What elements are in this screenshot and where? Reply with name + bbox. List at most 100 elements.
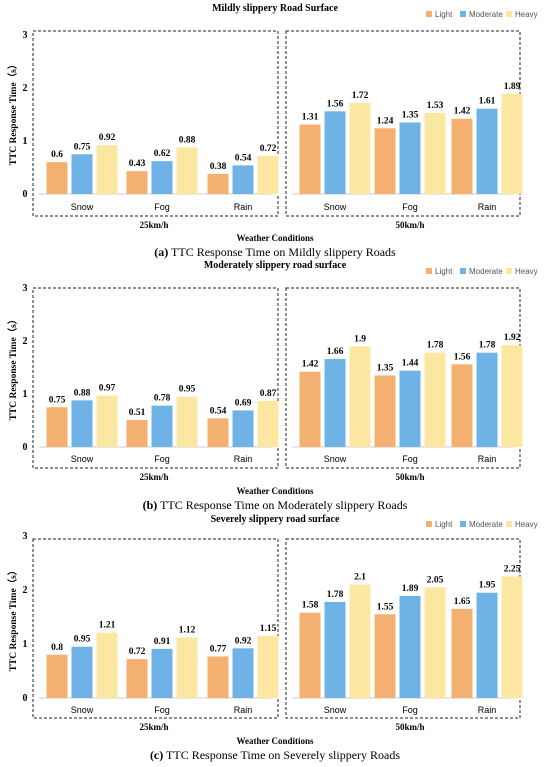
bar-light-rain-50kmh-a [451, 118, 473, 194]
y-tick-label-b: 3 [23, 283, 28, 294]
value-label-moderate-snow-c: 1.78 [327, 590, 344, 600]
legend-swatch-light-a [426, 11, 432, 17]
bar-heavy-rain-25kmh-c [257, 635, 279, 698]
category-label-snow-c: Snow [71, 705, 94, 715]
legend-swatch-light-c [426, 521, 432, 527]
bar-heavy-fog-50kmh-b [424, 352, 446, 447]
bar-moderate-snow-25kmh-a [71, 154, 93, 194]
category-label-rain-b: Rain [478, 454, 497, 464]
y-axis-label-a: TTC Response Time（s） [7, 60, 19, 166]
value-label-light-snow-b: 1.42 [302, 360, 319, 370]
bar-light-rain-25kmh-a [207, 173, 229, 194]
bar-moderate-fog-50kmh-b [399, 370, 421, 447]
bar-heavy-fog-25kmh-b [176, 396, 198, 447]
chart-title-b: Moderately slippery road surface [204, 260, 347, 271]
bar-moderate-fog-25kmh-b [151, 405, 173, 447]
chart-panel-c: Severely slippery road surface Light Moder… [0, 512, 550, 767]
value-label-heavy-snow-b: 1.9 [354, 334, 366, 344]
value-label-moderate-snow-b: 1.66 [327, 347, 344, 357]
legend-swatch-heavy-b [506, 268, 512, 274]
value-label-heavy-fog-a: 1.53 [427, 101, 444, 111]
bar-moderate-fog-25kmh-a [151, 161, 173, 194]
value-label-heavy-rain-a: 0.72 [260, 144, 277, 154]
category-label-rain-a: Rain [234, 202, 253, 212]
y-tick-label-a: 2 [23, 83, 28, 94]
legend-label-heavy-a: Heavy [515, 10, 538, 19]
value-label-heavy-rain-b: 1.92 [504, 333, 521, 343]
value-label-moderate-rain-b: 1.78 [479, 341, 496, 351]
value-label-heavy-snow-c: 1.21 [99, 621, 116, 631]
bar-heavy-rain-25kmh-a [257, 155, 279, 194]
value-label-moderate-fog-c: 0.91 [154, 637, 171, 647]
bar-moderate-rain-25kmh-c [232, 648, 254, 698]
value-label-moderate-fog-c: 1.89 [402, 584, 419, 594]
bar-light-rain-50kmh-b [451, 364, 473, 447]
legend-label-moderate-b: Moderate [469, 267, 503, 276]
y-tick-label-b: 2 [23, 336, 28, 347]
group-box-1-b [285, 287, 521, 469]
caption-letter-c: (c) [149, 748, 164, 762]
legend-label-light-b: Light [435, 267, 453, 276]
y-tick-label-a: 3 [23, 30, 28, 41]
bar-heavy-rain-50kmh-a [501, 93, 523, 194]
y-tick-label-c: 0 [23, 693, 28, 704]
bar-heavy-snow-50kmh-b [349, 346, 371, 447]
value-label-light-fog-c: 1.55 [377, 602, 394, 612]
group-box-0-b [32, 287, 279, 469]
value-label-light-snow-a: 1.31 [302, 113, 319, 123]
bar-light-snow-25kmh-b [46, 407, 68, 447]
value-label-heavy-fog-b: 1.78 [427, 341, 444, 351]
value-label-heavy-fog-c: 1.12 [179, 626, 196, 636]
speed-group-label-0-a: 25km/h [139, 220, 168, 230]
chart-svg-b: Moderately slippery road surface Light Mod… [7, 260, 538, 496]
speed-group-label-0-c: 25km/h [139, 722, 168, 732]
value-label-heavy-snow-b: 0.97 [99, 384, 116, 394]
legend-swatch-heavy-a [506, 11, 512, 17]
value-label-heavy-fog-a: 0.88 [179, 135, 196, 145]
category-label-fog-b: Fog [154, 454, 170, 464]
value-label-light-rain-b: 0.54 [210, 406, 227, 416]
value-label-light-rain-a: 0.38 [210, 162, 227, 172]
category-label-snow-c: Snow [324, 705, 347, 715]
bar-moderate-snow-50kmh-c [324, 601, 346, 698]
value-label-light-fog-a: 0.43 [129, 159, 146, 169]
group-box-1-c [285, 538, 521, 719]
speed-group-label-1-a: 50km/h [395, 220, 424, 230]
bar-heavy-snow-25kmh-b [96, 395, 118, 447]
category-label-rain-c: Rain [478, 705, 497, 715]
bar-moderate-rain-50kmh-a [476, 108, 498, 194]
category-label-fog-c: Fog [154, 705, 170, 715]
legend-label-heavy-c: Heavy [515, 520, 538, 529]
value-label-heavy-rain-b: 0.87 [260, 389, 277, 399]
value-label-moderate-snow-a: 1.56 [327, 99, 344, 109]
y-tick-label-a: 0 [23, 189, 28, 200]
value-label-light-rain-c: 1.65 [454, 597, 471, 607]
speed-group-label-1-c: 50km/h [395, 722, 424, 732]
value-label-moderate-rain-a: 1.61 [479, 97, 496, 107]
bar-light-fog-25kmh-c [126, 659, 148, 698]
bar-light-fog-25kmh-a [126, 171, 148, 194]
legend-label-moderate-c: Moderate [469, 520, 503, 529]
category-label-rain-c: Rain [234, 705, 253, 715]
value-label-light-fog-a: 1.24 [377, 116, 394, 126]
value-label-heavy-rain-c: 2.25 [504, 565, 521, 575]
chart-title-c: Severely slippery road surface [211, 514, 340, 525]
chart-caption-b: (b) TTC Response Time on Moderately slip… [0, 498, 550, 513]
value-label-heavy-snow-c: 2.1 [354, 573, 366, 583]
value-label-moderate-fog-b: 0.78 [154, 394, 171, 404]
value-label-moderate-snow-b: 0.88 [74, 388, 91, 398]
bar-light-snow-25kmh-c [46, 654, 68, 698]
category-label-rain-a: Rain [478, 202, 497, 212]
x-axis-label-c: Weather Conditions [236, 736, 314, 746]
category-label-rain-b: Rain [234, 454, 253, 464]
speed-group-label-0-b: 25km/h [139, 472, 168, 482]
caption-letter-b: (b) [142, 498, 158, 512]
y-tick-label-b: 1 [23, 389, 28, 400]
bar-heavy-fog-25kmh-a [176, 147, 198, 194]
value-label-light-snow-c: 0.8 [51, 643, 63, 653]
bar-light-snow-50kmh-b [299, 371, 321, 447]
category-label-fog-b: Fog [402, 454, 418, 464]
bar-light-snow-50kmh-c [299, 612, 321, 698]
value-label-moderate-fog-a: 1.35 [402, 110, 419, 120]
value-label-light-rain-b: 1.56 [454, 352, 471, 362]
